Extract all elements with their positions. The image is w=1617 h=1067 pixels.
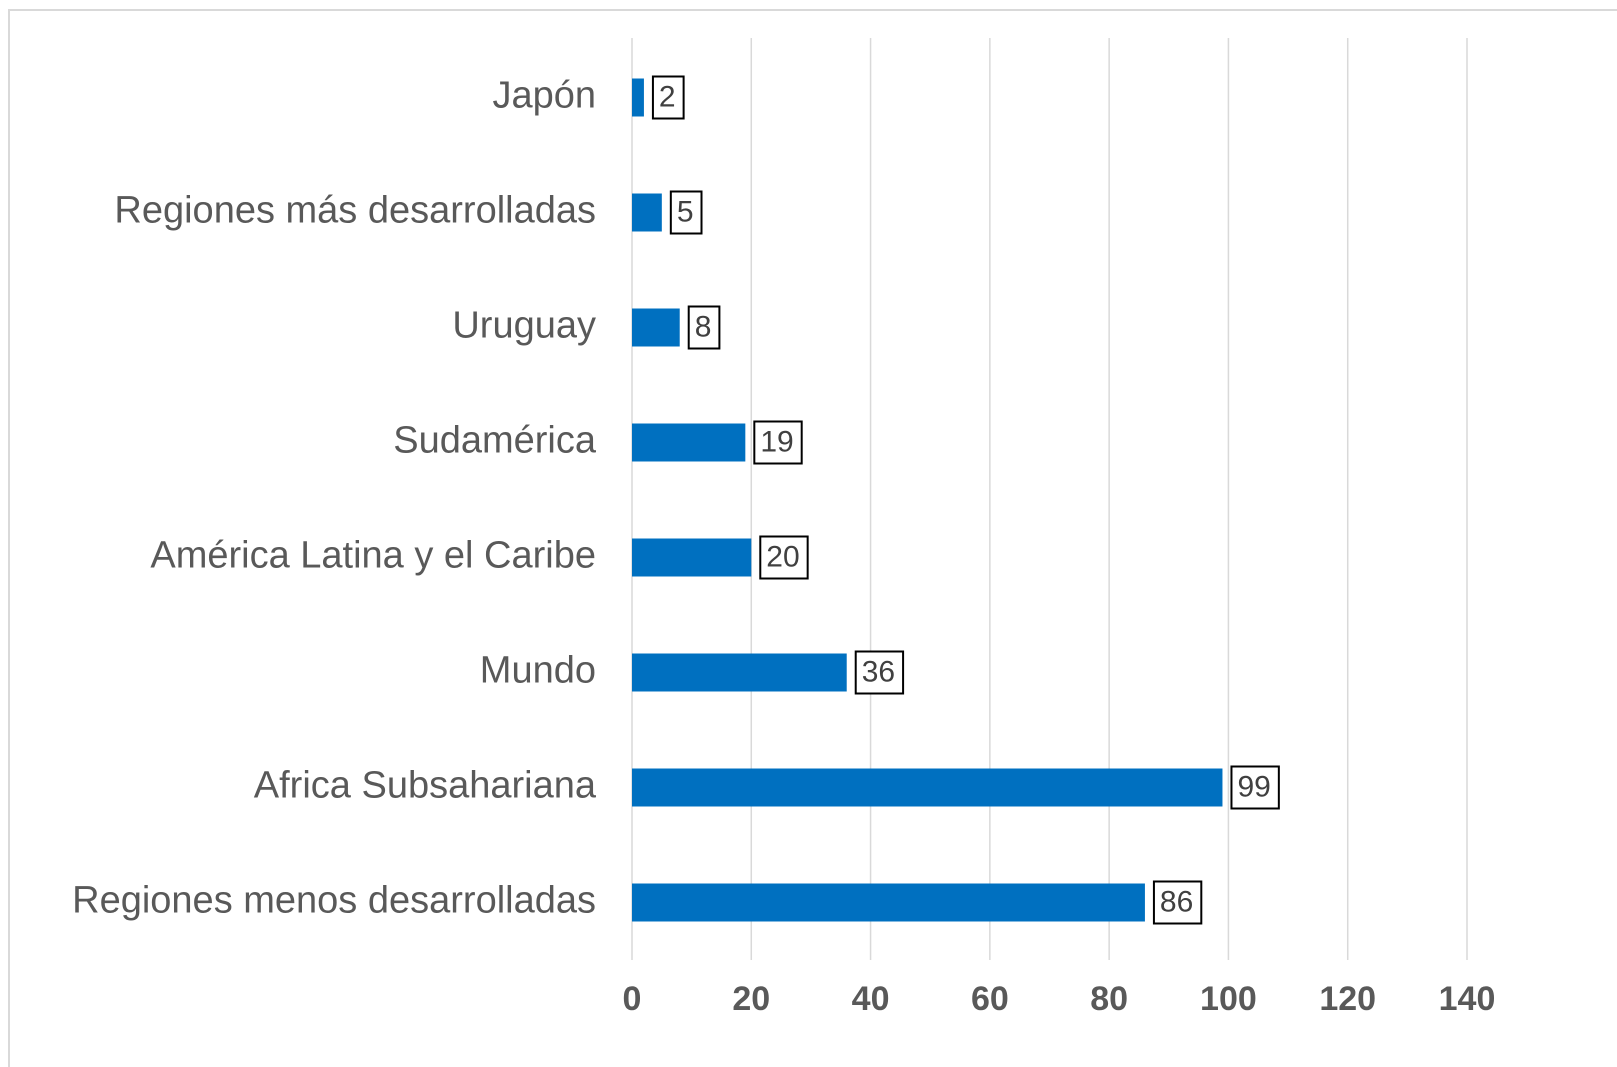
bar <box>632 653 847 692</box>
x-tick-label: 100 <box>1200 980 1257 1018</box>
data-label-box <box>651 75 685 120</box>
data-label: 20 <box>766 540 799 573</box>
data-label: 2 <box>659 80 676 113</box>
data-label-box <box>687 305 721 350</box>
x-tick-label: 80 <box>1090 980 1128 1018</box>
bar <box>632 423 746 462</box>
data-label: 36 <box>862 655 895 688</box>
x-tick-label: 40 <box>852 980 890 1018</box>
x-tick-label: 20 <box>732 980 770 1018</box>
y-tick-label: Regiones menos desarrolladas <box>72 880 596 922</box>
data-label: 86 <box>1160 885 1193 918</box>
chart-frame <box>8 9 1617 1067</box>
data-label: 8 <box>695 310 712 343</box>
x-tick-label: 0 <box>623 980 642 1018</box>
bar <box>632 883 1145 922</box>
data-label: 99 <box>1237 770 1270 803</box>
y-tick-label: América Latina y el Caribe <box>150 535 596 577</box>
data-label-box <box>759 535 809 580</box>
bar <box>632 308 680 347</box>
y-tick-label: Japón <box>492 75 596 117</box>
y-tick-label: Uruguay <box>452 305 596 347</box>
x-tick-label: 60 <box>971 980 1009 1018</box>
y-tick-label: Africa Subsahariana <box>254 765 597 807</box>
data-label-box <box>1230 765 1280 810</box>
bar <box>632 768 1223 807</box>
bar <box>632 193 662 232</box>
data-label-box <box>669 190 703 235</box>
data-label: 19 <box>760 425 793 458</box>
x-tick-label: 140 <box>1439 980 1496 1018</box>
y-tick-label: Regiones más desarrolladas <box>114 190 596 232</box>
x-tick-label: 120 <box>1319 980 1376 1018</box>
data-label: 5 <box>677 195 694 228</box>
data-label-box <box>753 420 803 465</box>
data-label-box <box>854 650 905 695</box>
y-tick-label: Mundo <box>480 650 596 692</box>
bar <box>632 538 752 577</box>
data-label-box <box>1152 880 1203 925</box>
bar <box>632 78 644 117</box>
y-tick-label: Sudamérica <box>393 420 597 462</box>
